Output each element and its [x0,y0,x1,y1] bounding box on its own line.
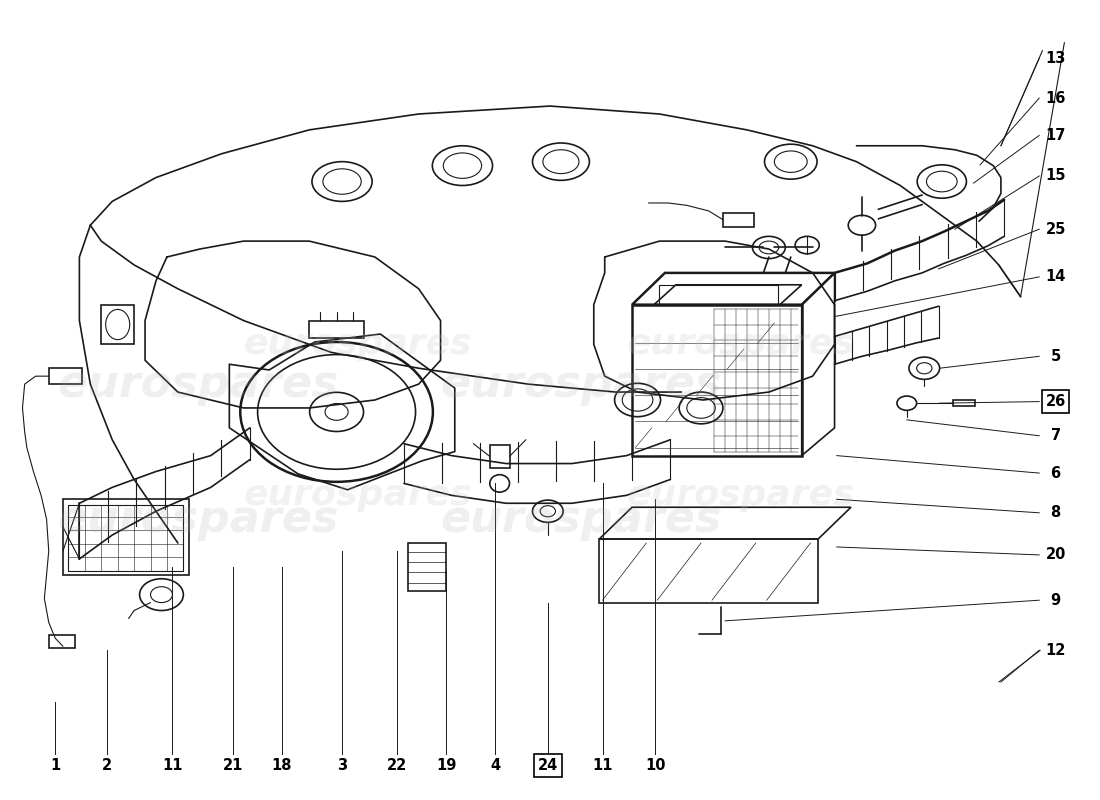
Text: eurospares: eurospares [57,362,339,406]
Text: 25: 25 [1045,222,1066,237]
Text: 24: 24 [538,758,558,773]
Text: 1: 1 [51,758,60,773]
Text: eurospares: eurospares [441,498,722,541]
Text: eurospares: eurospares [627,327,855,362]
Bar [953,400,975,406]
Text: 8: 8 [1050,506,1060,520]
Text: 17: 17 [1045,128,1066,143]
Text: 26: 26 [1045,394,1066,409]
Bar [63,499,189,574]
Text: 11: 11 [592,758,613,773]
Text: 19: 19 [436,758,456,773]
Text: eurospares: eurospares [57,498,339,541]
Text: 6: 6 [1050,466,1060,481]
Bar [68,505,184,571]
Text: 22: 22 [387,758,407,773]
Text: 9: 9 [1050,593,1060,608]
Text: 12: 12 [1045,642,1066,658]
Bar [48,635,75,648]
Text: 4: 4 [491,758,501,773]
Bar [723,213,754,227]
Text: 14: 14 [1045,270,1066,284]
Bar [408,543,446,590]
Text: 11: 11 [162,758,183,773]
Bar [659,285,778,305]
Text: 5: 5 [1050,349,1060,364]
Text: eurospares: eurospares [627,478,855,512]
Text: 18: 18 [272,758,293,773]
Bar [309,321,364,338]
Text: 10: 10 [645,758,665,773]
Bar [490,446,509,467]
Text: 21: 21 [222,758,243,773]
Text: 16: 16 [1045,90,1066,106]
Text: eurospares: eurospares [441,362,722,406]
Text: 13: 13 [1045,51,1066,66]
Text: 3: 3 [337,758,348,773]
Bar [48,368,81,384]
Text: 7: 7 [1050,428,1060,443]
Text: eurospares: eurospares [243,478,472,512]
Text: 15: 15 [1045,169,1066,183]
Text: 20: 20 [1045,547,1066,562]
Text: 2: 2 [101,758,112,773]
Text: eurospares: eurospares [243,327,472,362]
